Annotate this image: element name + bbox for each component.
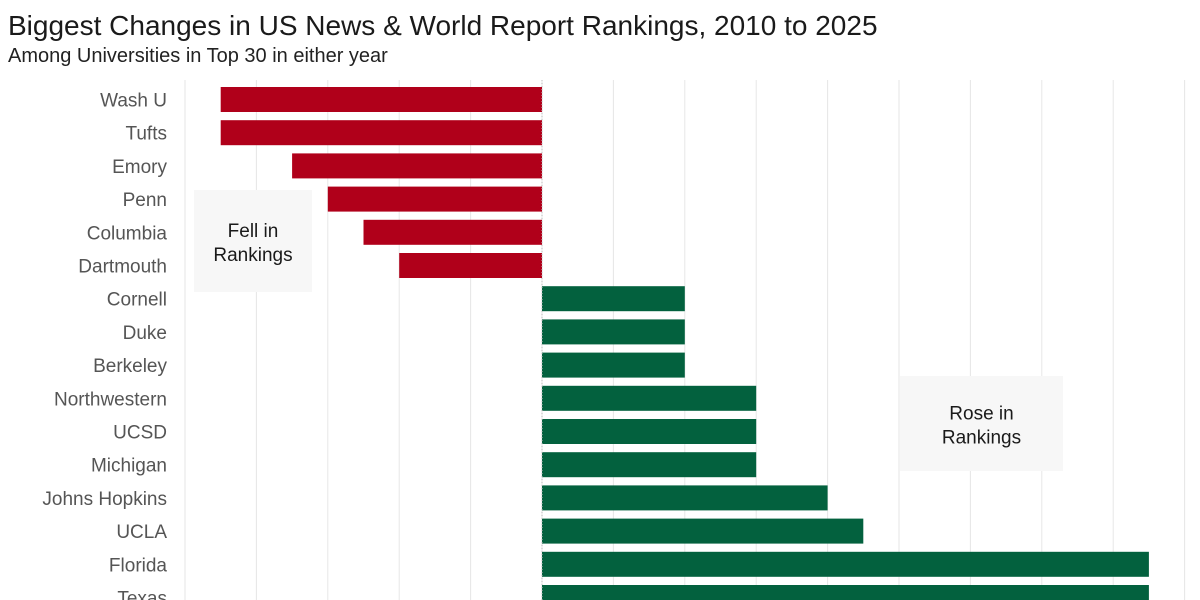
category-label: Berkeley [93, 356, 167, 377]
annotation-box [194, 190, 312, 292]
category-label: UCLA [116, 522, 167, 543]
bar [542, 385, 757, 411]
bar [220, 120, 542, 146]
category-label: Florida [109, 555, 168, 576]
annotation-text: Rankings [942, 428, 1021, 449]
bar [542, 452, 757, 478]
bar [542, 585, 1149, 600]
category-label: Michigan [91, 456, 167, 477]
bar [363, 219, 542, 245]
annotation-text: Rose in [949, 404, 1013, 425]
bar [542, 518, 864, 544]
category-label: Penn [123, 190, 167, 211]
bar [399, 253, 542, 278]
chart-subtitle: Among Universities in Top 30 in either y… [8, 45, 388, 67]
annotation-box [900, 376, 1063, 471]
category-label: Columbia [87, 223, 168, 244]
bar [542, 485, 828, 511]
bar [292, 153, 542, 179]
bar [542, 286, 685, 312]
category-label: Dartmouth [78, 257, 167, 278]
category-label: UCSD [113, 423, 167, 444]
annotation-text: Rankings [213, 245, 292, 266]
bar [542, 352, 685, 378]
bar [542, 319, 685, 345]
category-label: Duke [123, 323, 167, 344]
category-label: Northwestern [54, 389, 167, 410]
category-label: Emory [112, 157, 167, 178]
bar [220, 87, 542, 112]
bar [542, 551, 1149, 577]
annotation-text: Fell in [228, 221, 279, 242]
bar [327, 186, 542, 212]
category-label: Wash U [100, 91, 167, 112]
category-label: Johns Hopkins [42, 489, 167, 510]
bar [542, 419, 757, 444]
category-label: Texas [117, 589, 167, 600]
category-label: Tufts [125, 124, 167, 145]
category-label: Cornell [107, 290, 167, 311]
chart-title: Biggest Changes in US News & World Repor… [8, 10, 878, 41]
